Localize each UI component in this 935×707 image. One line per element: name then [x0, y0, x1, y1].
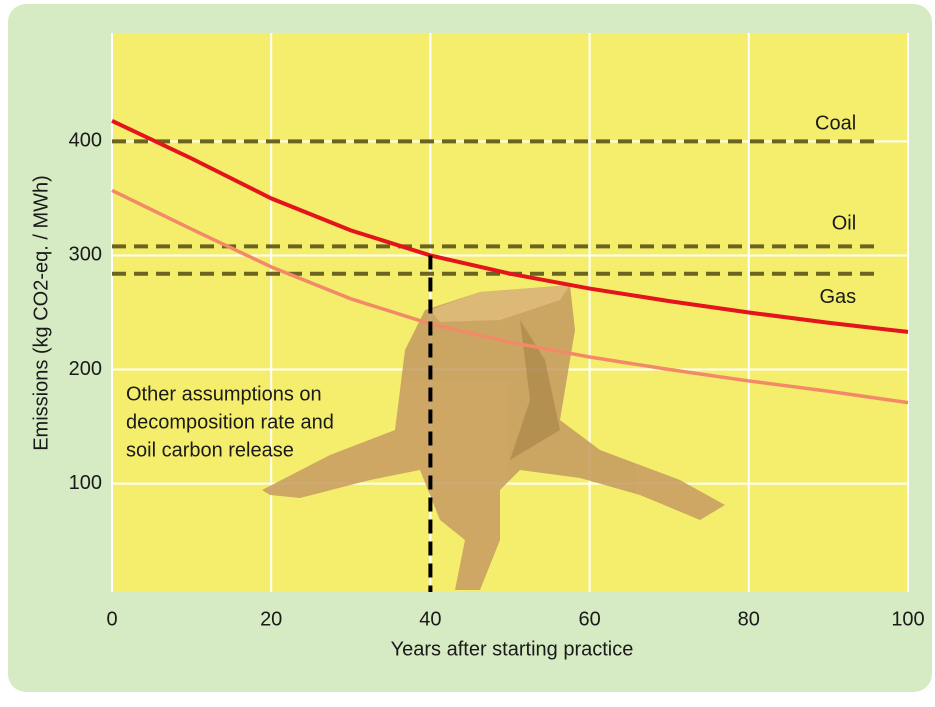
y-tick-label: 100: [69, 472, 102, 494]
x-tick-label: 20: [260, 608, 282, 630]
y-tick-label: 400: [69, 130, 102, 152]
annotation: Other assumptions on: [126, 383, 322, 405]
x-tick-label: 80: [738, 608, 760, 630]
x-tick-label: 0: [106, 608, 117, 630]
tree-stump: [262, 285, 725, 590]
reference-label: Oil: [832, 213, 856, 235]
reference-label: Gas: [819, 286, 856, 308]
x-axis-label: Years after starting practice: [391, 638, 634, 660]
x-tick-label: 100: [891, 608, 924, 630]
x-tick-label: 40: [419, 608, 441, 630]
line: [111, 188, 909, 405]
y-axis-label: Emissions (kg CO2-eq. / MWh): [30, 175, 52, 451]
annotation: soil carbon release: [126, 439, 294, 461]
y-tick-label: 300: [69, 244, 102, 266]
x-tick-label: 60: [578, 608, 600, 630]
annotation: decomposition rate and: [126, 411, 334, 433]
y-tick-label: 200: [69, 358, 102, 380]
reference-label: Coal: [815, 113, 856, 135]
line: [111, 119, 909, 334]
